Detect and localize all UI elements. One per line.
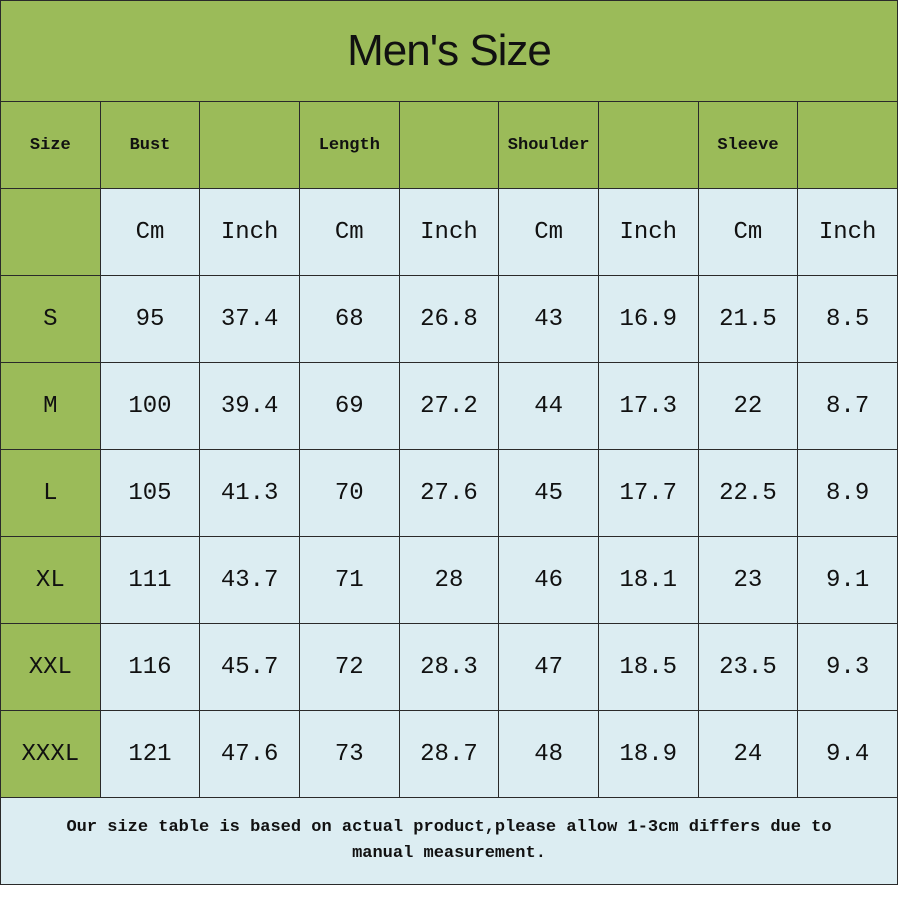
value-cell: 28.7 — [398, 710, 500, 798]
value-cell: 27.2 — [398, 362, 500, 450]
unit-cell: Cm — [298, 188, 400, 276]
header-cell — [398, 101, 500, 189]
footnote: Our size table is based on actual produc… — [0, 797, 898, 885]
size-row: L 105 41.3 70 27.6 45 17.7 22.5 8.9 — [0, 449, 898, 537]
value-cell: 68 — [298, 275, 400, 363]
value-cell: 27.6 — [398, 449, 500, 537]
size-cell: S — [0, 275, 101, 363]
value-cell: 17.7 — [597, 449, 699, 537]
table-title: Men's Size — [0, 0, 898, 102]
unit-cell: Cm — [99, 188, 201, 276]
value-cell: 121 — [99, 710, 201, 798]
value-cell: 43.7 — [199, 536, 300, 624]
value-cell: 24 — [697, 710, 799, 798]
size-cell: XL — [0, 536, 101, 624]
header-row: Size Bust Length Shoulder Sleeve — [0, 101, 898, 189]
header-cell: Bust — [99, 101, 201, 189]
title-row: Men's Size — [0, 0, 898, 102]
value-cell: 16.9 — [597, 275, 699, 363]
size-row: XL 111 43.7 71 28 46 18.1 23 9.1 — [0, 536, 898, 624]
value-cell: 47 — [498, 623, 599, 711]
value-cell: 18.9 — [597, 710, 699, 798]
value-cell: 70 — [298, 449, 400, 537]
value-cell: 45 — [498, 449, 599, 537]
value-cell: 41.3 — [199, 449, 300, 537]
value-cell: 28 — [398, 536, 500, 624]
units-row: Cm Inch Cm Inch Cm Inch Cm Inch — [0, 188, 898, 276]
header-cell: Sleeve — [697, 101, 799, 189]
size-cell: L — [0, 449, 101, 537]
unit-cell: Cm — [697, 188, 799, 276]
size-row: S 95 37.4 68 26.8 43 16.9 21.5 8.5 — [0, 275, 898, 363]
value-cell: 9.3 — [797, 623, 898, 711]
header-cell — [797, 101, 898, 189]
value-cell: 9.1 — [797, 536, 898, 624]
unit-cell: Inch — [597, 188, 699, 276]
unit-cell: Inch — [199, 188, 300, 276]
value-cell: 95 — [99, 275, 201, 363]
value-cell: 39.4 — [199, 362, 300, 450]
size-row: XXL 116 45.7 72 28.3 47 18.5 23.5 9.3 — [0, 623, 898, 711]
header-cell: Shoulder — [498, 101, 599, 189]
unit-cell: Inch — [797, 188, 898, 276]
value-cell: 18.5 — [597, 623, 699, 711]
value-cell: 100 — [99, 362, 201, 450]
value-cell: 23 — [697, 536, 799, 624]
value-cell: 26.8 — [398, 275, 500, 363]
value-cell: 105 — [99, 449, 201, 537]
header-cell — [597, 101, 699, 189]
value-cell: 72 — [298, 623, 400, 711]
header-cell: Length — [298, 101, 400, 189]
value-cell: 17.3 — [597, 362, 699, 450]
value-cell: 116 — [99, 623, 201, 711]
value-cell: 22.5 — [697, 449, 799, 537]
value-cell: 44 — [498, 362, 599, 450]
value-cell: 21.5 — [697, 275, 799, 363]
value-cell: 22 — [697, 362, 799, 450]
size-cell: XXL — [0, 623, 101, 711]
unit-cell: Cm — [498, 188, 599, 276]
size-cell: M — [0, 362, 101, 450]
note-row: Our size table is based on actual produc… — [0, 797, 898, 885]
size-cell: XXXL — [0, 710, 101, 798]
size-cell — [0, 188, 101, 276]
value-cell: 48 — [498, 710, 599, 798]
value-cell: 23.5 — [697, 623, 799, 711]
value-cell: 37.4 — [199, 275, 300, 363]
value-cell: 28.3 — [398, 623, 500, 711]
value-cell: 46 — [498, 536, 599, 624]
unit-cell: Inch — [398, 188, 500, 276]
value-cell: 8.9 — [797, 449, 898, 537]
value-cell: 9.4 — [797, 710, 898, 798]
header-cell: Size — [0, 101, 101, 189]
value-cell: 69 — [298, 362, 400, 450]
value-cell: 8.7 — [797, 362, 898, 450]
value-cell: 73 — [298, 710, 400, 798]
value-cell: 111 — [99, 536, 201, 624]
value-cell: 71 — [298, 536, 400, 624]
size-row: M 100 39.4 69 27.2 44 17.3 22 8.7 — [0, 362, 898, 450]
value-cell: 43 — [498, 275, 599, 363]
size-row: XXXL 121 47.6 73 28.7 48 18.9 24 9.4 — [0, 710, 898, 798]
value-cell: 8.5 — [797, 275, 898, 363]
header-cell — [199, 101, 300, 189]
value-cell: 47.6 — [199, 710, 300, 798]
value-cell: 18.1 — [597, 536, 699, 624]
value-cell: 45.7 — [199, 623, 300, 711]
